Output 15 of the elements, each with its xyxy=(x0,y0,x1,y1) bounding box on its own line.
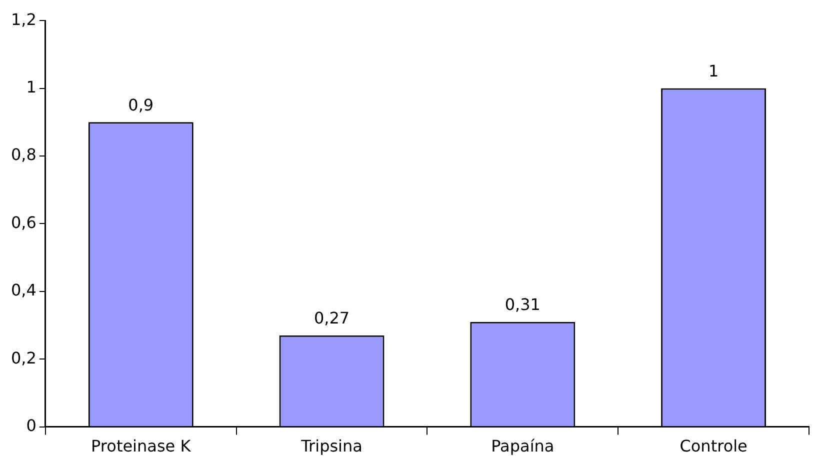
data-label: 1 xyxy=(708,61,719,80)
x-tick-label: Papaína xyxy=(491,436,554,456)
y-tick-label: 0,4 xyxy=(10,280,36,300)
y-tick-label: 1,2 xyxy=(10,10,36,29)
y-tick-label: 0 xyxy=(26,416,36,435)
x-tick-label: Tripsina xyxy=(300,436,362,456)
y-tick-label: 0,6 xyxy=(10,212,36,232)
y-tick-label: 0,8 xyxy=(10,145,36,164)
data-label: 0,9 xyxy=(128,95,154,114)
y-tick-label: 0,2 xyxy=(10,348,36,368)
x-tick-label: Proteinase K xyxy=(91,436,192,456)
y-tick-label: 1 xyxy=(26,77,36,96)
data-label: 0,27 xyxy=(314,308,350,328)
x-tick-label: Controle xyxy=(680,436,748,456)
data-label: 0,31 xyxy=(504,295,540,314)
